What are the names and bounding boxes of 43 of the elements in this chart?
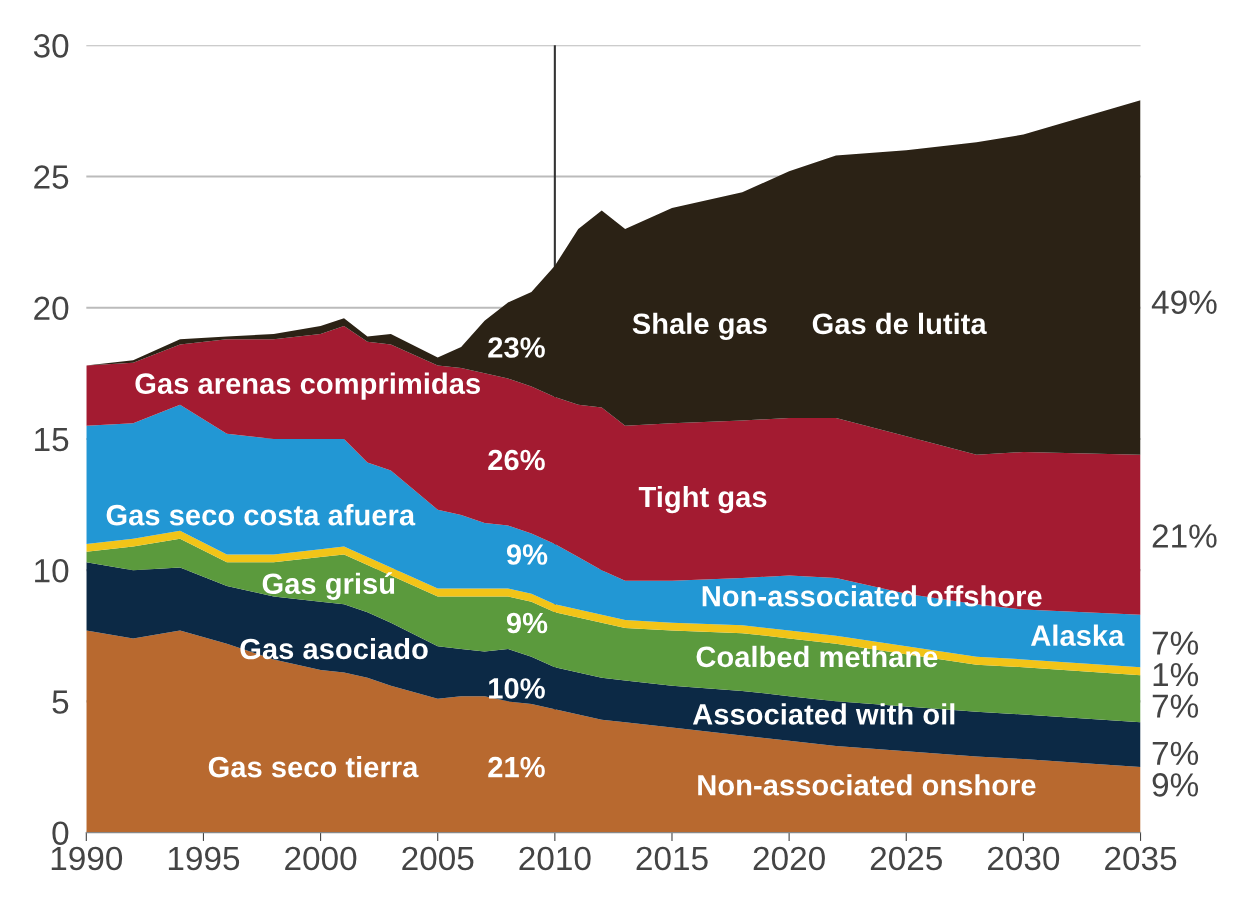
x-tick-label: 1990 bbox=[51, 846, 123, 871]
text: 7% bbox=[1152, 741, 1199, 766]
y-tick-label: 5 bbox=[52, 690, 69, 714]
annotation: Gas seco costa afuera bbox=[106, 504, 416, 526]
y-tick-label: 30 bbox=[33, 34, 69, 58]
annotation: 23% bbox=[488, 337, 545, 358]
y-tick-label: 20 bbox=[34, 296, 69, 321]
x-tick-label: 2025 bbox=[870, 846, 942, 871]
annotation: 9% bbox=[506, 544, 548, 565]
annotation: Coalbed methane bbox=[696, 645, 938, 668]
x-tick-label: 2020 bbox=[753, 846, 825, 871]
text: 7% bbox=[1152, 694, 1199, 718]
annotation: 9% bbox=[506, 612, 548, 634]
annotation: Gas arenas comprimidas bbox=[135, 372, 480, 400]
annotation: 21% bbox=[488, 756, 545, 778]
annotation: Gas de lutita bbox=[812, 312, 987, 335]
text: 9% bbox=[1152, 773, 1199, 797]
annotation: Non-associated offshore bbox=[702, 585, 1042, 607]
x-tick-label: 2005 bbox=[402, 846, 474, 871]
annotation: 26% bbox=[488, 449, 545, 471]
y-tick-label: 10 bbox=[35, 558, 69, 583]
annotation: Alaska bbox=[1030, 624, 1125, 646]
x-tick-label: 1995 bbox=[168, 846, 240, 871]
annotation: Tight gas bbox=[638, 485, 767, 514]
annotation: Gas grisú bbox=[262, 572, 395, 600]
text: 1% bbox=[1153, 662, 1199, 687]
annotation: Gas seco tierra bbox=[208, 756, 419, 778]
text: 21% bbox=[1152, 524, 1217, 548]
x-tick-label: 2015 bbox=[636, 846, 708, 871]
text: 7% bbox=[1152, 631, 1199, 655]
text: 49% bbox=[1151, 290, 1217, 315]
x-tick-label: 2035 bbox=[1105, 846, 1177, 871]
annotation: Gas asociado bbox=[240, 637, 428, 660]
x-tick-label: 2000 bbox=[285, 846, 357, 871]
x-tick-label: 2010 bbox=[519, 846, 591, 871]
annotation: Non-associated onshore bbox=[698, 774, 1036, 796]
x-tick-label: 2030 bbox=[987, 846, 1060, 871]
annotation: Shale gas bbox=[632, 312, 767, 340]
y-tick-label: 15 bbox=[35, 428, 69, 452]
y-tick-label: 25 bbox=[34, 165, 69, 189]
annotation: Associated with oil bbox=[692, 703, 955, 725]
annotation: 10% bbox=[489, 678, 545, 699]
y-tick-label: 0 bbox=[52, 821, 69, 846]
